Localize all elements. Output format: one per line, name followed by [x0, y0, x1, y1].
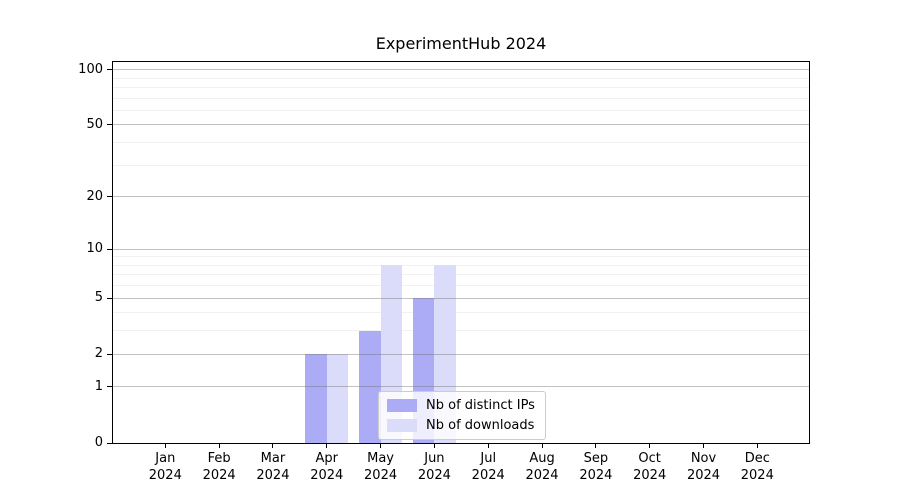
x-tick-month: Sep: [583, 451, 609, 466]
x-tick-month: Apr: [315, 451, 339, 466]
y-tick-mark: [107, 297, 112, 299]
x-tick-mark: [380, 443, 382, 448]
gridline-major: [113, 196, 809, 198]
bar-downloads-apr: [326, 354, 349, 443]
x-tick-label: Nov 2024: [669, 450, 739, 484]
gridline-minor: [113, 285, 809, 287]
y-tick-mark: [107, 248, 112, 250]
gridline-minor: [113, 312, 809, 314]
x-tick-mark: [326, 443, 328, 448]
gridline-minor: [113, 97, 809, 99]
plot-area: Nb of distinct IPs Nb of downloads: [112, 61, 810, 444]
gridline-minor: [113, 264, 809, 266]
x-tick-mark: [756, 443, 758, 448]
gridline-major: [113, 297, 809, 299]
x-tick-mark: [487, 443, 489, 448]
x-tick-year: 2024: [310, 468, 344, 483]
x-tick-year: 2024: [579, 468, 613, 483]
x-tick-label: Sep 2024: [561, 450, 631, 484]
x-tick-label: May 2024: [346, 450, 416, 484]
x-tick-year: 2024: [364, 468, 398, 483]
x-tick-month: Dec: [744, 451, 770, 466]
y-tick-mark: [107, 353, 112, 355]
gridline-minor: [113, 77, 809, 79]
x-tick-year: 2024: [202, 468, 236, 483]
gridline-major: [113, 124, 809, 126]
y-tick-mark: [107, 386, 112, 388]
y-tick-label: 5: [94, 290, 103, 306]
chart-title: ExperimentHub 2024: [375, 34, 547, 53]
gridline-major: [113, 69, 809, 71]
x-tick-label: Jan 2024: [130, 450, 200, 484]
legend-item-downloads: Nb of downloads: [387, 418, 535, 433]
x-tick-label: Jun 2024: [399, 450, 469, 484]
x-tick-mark: [595, 443, 597, 448]
x-tick-month: May: [367, 451, 395, 466]
gridline-major: [113, 353, 809, 355]
x-tick-month: Nov: [690, 451, 717, 466]
gridline-minor: [113, 330, 809, 332]
x-tick-month: Oct: [638, 451, 661, 466]
legend-label-downloads: Nb of downloads: [426, 418, 535, 433]
legend-item-distinct-ips: Nb of distinct IPs: [387, 398, 535, 413]
x-tick-year: 2024: [686, 468, 721, 483]
y-tick-mark: [107, 442, 112, 444]
legend-swatch-distinct-ips: [387, 399, 417, 412]
x-tick-year: 2024: [740, 468, 774, 483]
x-tick-label: Mar 2024: [238, 450, 308, 484]
x-tick-mark: [541, 443, 543, 448]
y-tick-mark: [107, 69, 112, 71]
x-tick-mark: [218, 443, 220, 448]
x-tick-mark: [703, 443, 704, 448]
x-tick-year: 2024: [417, 468, 451, 483]
y-tick-label: 50: [86, 116, 103, 132]
x-tick-year: 2024: [525, 468, 559, 483]
x-tick-year: 2024: [633, 468, 667, 483]
x-tick-mark: [649, 443, 651, 448]
x-tick-mark: [164, 443, 166, 448]
y-tick-mark: [107, 196, 112, 198]
gridline-minor: [113, 164, 809, 166]
y-tick-label: 20: [86, 188, 103, 204]
x-tick-label: Jul 2024: [453, 450, 523, 484]
x-tick-year: 2024: [256, 468, 290, 483]
bar-distinct-ips-apr: [305, 354, 327, 443]
x-tick-mark: [272, 443, 274, 448]
y-tick-label: 10: [86, 241, 103, 256]
gridline-minor: [113, 86, 809, 88]
x-tick-label: Aug 2024: [507, 450, 577, 484]
x-tick-year: 2024: [471, 468, 505, 483]
x-tick-month: Jan: [155, 451, 176, 466]
legend: Nb of distinct IPs Nb of downloads: [378, 391, 546, 440]
x-tick-month: Feb: [207, 451, 231, 466]
bar-distinct-ips-may: [359, 330, 381, 443]
gridline-minor: [113, 256, 809, 258]
x-tick-year: 2024: [148, 468, 182, 483]
x-tick-mark: [433, 443, 435, 448]
x-tick-label: Apr 2024: [292, 450, 362, 484]
gridline-minor: [113, 109, 809, 111]
y-tick-label: 0: [94, 435, 103, 450]
x-tick-month: Mar: [260, 451, 286, 466]
x-tick-month: Aug: [529, 451, 555, 466]
gridline-major: [113, 386, 809, 388]
x-tick-label: Oct 2024: [615, 450, 685, 484]
y-tick-label: 1: [94, 378, 103, 394]
x-tick-label: Feb 2024: [184, 450, 254, 484]
legend-label-distinct-ips: Nb of distinct IPs: [426, 398, 535, 413]
gridline-minor: [113, 142, 809, 144]
x-tick-month: Jun: [424, 451, 445, 466]
x-tick-label: Dec 2024: [722, 450, 792, 484]
y-tick-label: 2: [94, 346, 103, 362]
y-tick-label: 100: [78, 61, 103, 77]
y-tick-mark: [107, 124, 112, 126]
legend-swatch-downloads: [387, 419, 417, 432]
gridline-minor: [113, 274, 809, 276]
x-tick-month: Jul: [480, 451, 497, 466]
gridline-major: [113, 248, 809, 250]
